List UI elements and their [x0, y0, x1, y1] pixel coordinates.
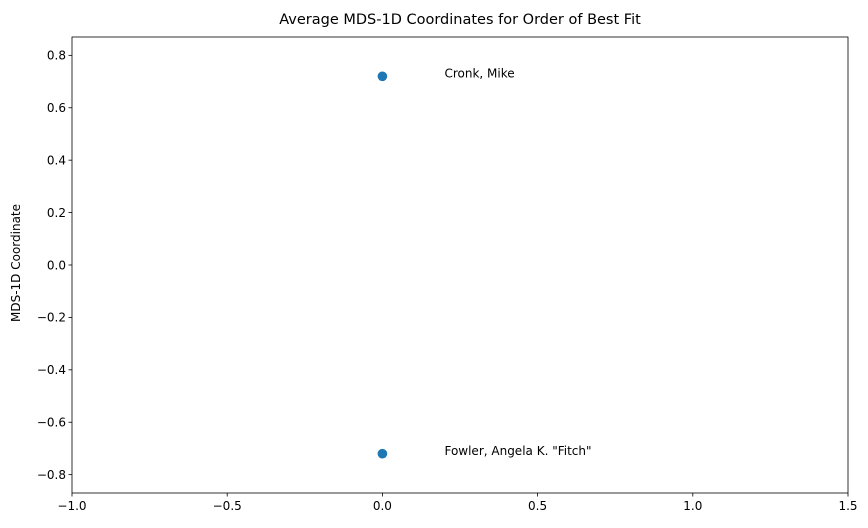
x-tick-label: 1.0	[683, 499, 702, 513]
point-label: Fowler, Angela K. "Fitch"	[444, 444, 591, 458]
chart-title: Average MDS-1D Coordinates for Order of …	[279, 12, 641, 28]
scatter-point	[377, 71, 388, 82]
x-tick-label: −1.0	[57, 499, 86, 513]
scatter-point	[377, 448, 388, 459]
y-tick-label: −0.4	[37, 363, 66, 377]
data-points	[377, 71, 388, 459]
y-tick-label: −0.2	[37, 311, 66, 325]
x-tick-label: 0.0	[373, 499, 392, 513]
point-annotations: Cronk, Mike Fowler, Angela K. "Fitch"	[444, 67, 591, 458]
x-axis-ticks: −1.0 −0.5 0.0 0.5 1.0 1.5	[57, 493, 858, 513]
y-tick-label: 0.8	[47, 49, 66, 63]
y-axis-ticks: 0.8 0.6 0.4 0.2 0.0 −0.2 −0.4 −0.6 −0.8	[37, 49, 72, 482]
y-tick-label: 0.6	[47, 101, 66, 115]
plot-area-frame	[71, 36, 849, 494]
point-label: Cronk, Mike	[444, 67, 514, 81]
y-axis-label: MDS-1D Coordinate	[9, 204, 23, 322]
y-tick-label: −0.6	[37, 416, 66, 430]
x-tick-label: 1.5	[838, 499, 857, 513]
x-tick-label: −0.5	[213, 499, 242, 513]
x-tick-label: 0.5	[528, 499, 547, 513]
y-tick-label: −0.8	[37, 468, 66, 482]
y-tick-label: 0.4	[47, 153, 66, 167]
y-tick-label: 0.2	[47, 206, 66, 220]
y-tick-label: 0.0	[47, 258, 66, 272]
